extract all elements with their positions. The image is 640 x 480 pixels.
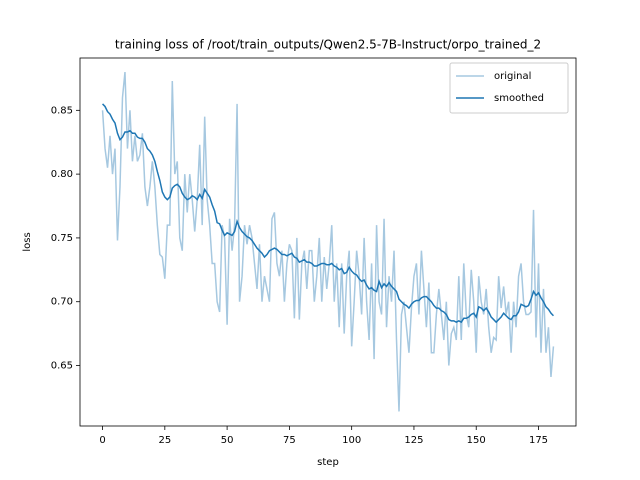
legend-label: smoothed <box>494 93 544 104</box>
x-tick-label: 150 <box>467 435 486 446</box>
x-tick-label: 100 <box>342 435 361 446</box>
x-tick-label: 125 <box>404 435 423 446</box>
x-tick-label: 0 <box>99 435 105 446</box>
y-axis-label: loss <box>22 232 33 251</box>
x-tick-label: 50 <box>221 435 234 446</box>
y-tick-label: 0.75 <box>51 233 73 244</box>
series-line <box>101 71 555 412</box>
x-tick-label: 25 <box>158 435 171 446</box>
y-tick-label: 0.65 <box>51 361 73 372</box>
legend-label: original <box>494 71 531 82</box>
y-tick-label: 0.85 <box>51 105 73 116</box>
x-tick-label: 175 <box>529 435 548 446</box>
y-tick-label: 0.70 <box>51 297 73 308</box>
plot-frame <box>79 57 577 427</box>
x-tick-label: 75 <box>283 435 296 446</box>
series-line <box>102 103 554 324</box>
y-tick-label: 0.80 <box>51 169 73 180</box>
x-axis-label: step <box>317 457 339 468</box>
chart-title: training loss of /root/train_outputs/Qwe… <box>115 38 541 52</box>
